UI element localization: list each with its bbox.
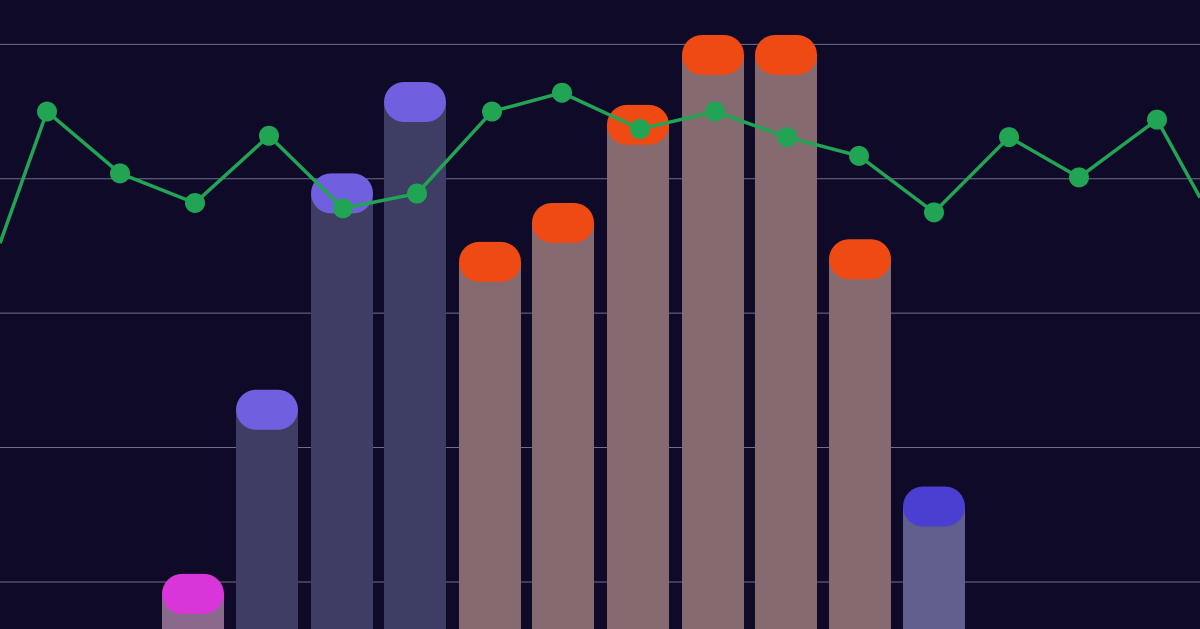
- line-point: [482, 101, 502, 122]
- line-point: [1069, 167, 1089, 188]
- line-point: [333, 198, 353, 219]
- line-point: [110, 163, 130, 184]
- bar-cap: [532, 202, 594, 243]
- grid: [0, 43, 1200, 583]
- line-point: [259, 125, 279, 146]
- bar: [384, 101, 446, 629]
- line-point: [1147, 109, 1167, 130]
- bar-cap: [682, 34, 744, 75]
- bar: [236, 409, 298, 629]
- bar: [682, 54, 744, 629]
- line-point: [630, 119, 650, 140]
- bar: [755, 54, 817, 629]
- line-point: [552, 82, 572, 103]
- line-point: [407, 183, 427, 204]
- bar-cap: [903, 486, 965, 527]
- bar: [903, 506, 965, 629]
- line-point: [999, 127, 1019, 148]
- bar: [311, 193, 373, 629]
- bar-cap: [384, 81, 446, 122]
- line-point: [924, 202, 944, 223]
- bar-cap: [829, 239, 891, 280]
- bar: [829, 259, 891, 629]
- line-point: [777, 127, 797, 148]
- bar: [459, 261, 521, 629]
- bar-cap: [311, 173, 373, 214]
- bar-cap: [162, 573, 224, 614]
- bar: [607, 124, 669, 629]
- line-point: [37, 101, 57, 122]
- bar-cap: [236, 389, 298, 430]
- bar: [532, 222, 594, 629]
- lines: [0, 82, 1200, 244]
- bar-cap: [459, 241, 521, 282]
- line-point: [705, 101, 725, 122]
- line: [0, 90, 1200, 244]
- line-point: [185, 192, 205, 213]
- bar-cap: [755, 34, 817, 75]
- line-point: [849, 145, 869, 166]
- bars: [162, 34, 965, 629]
